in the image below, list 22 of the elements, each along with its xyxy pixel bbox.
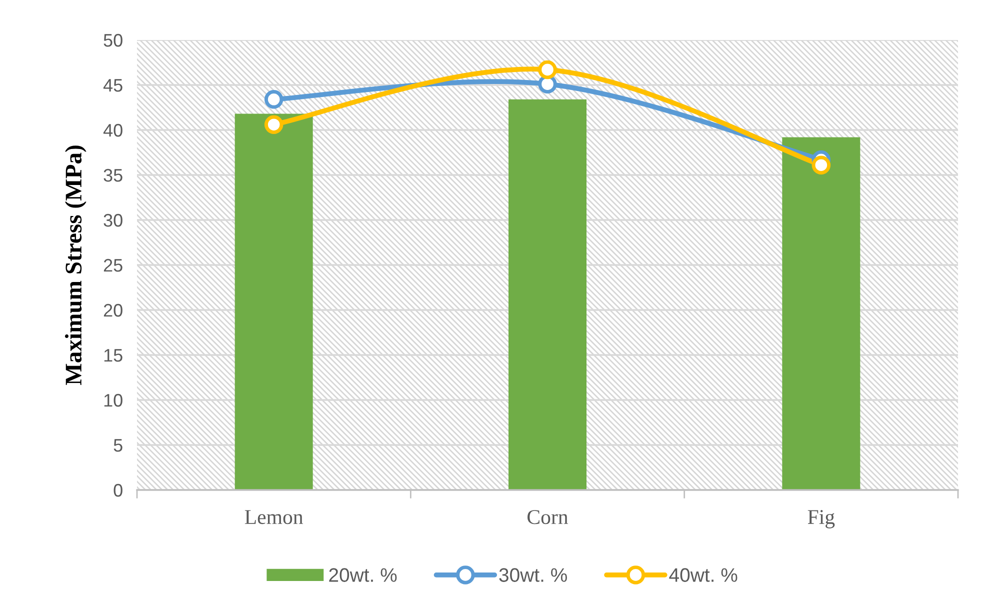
x-tick-label: Lemon [244,510,304,524]
point [812,156,831,174]
point [264,115,284,134]
y-axis-title: Maximum Stress (MPa) [64,146,86,386]
y-tick-label: 45 [103,79,122,92]
point [538,60,557,80]
y-tick-label: 50 [104,34,122,47]
legend-label: 20wt. % [329,568,397,582]
point [264,90,284,109]
y-tick-label: 25 [104,258,122,272]
y-tick-label: 20 [104,304,122,317]
y-tick-label: 30 [104,214,122,227]
y-tick-label: 5 [114,439,122,452]
y-tick-label: 35 [104,168,122,182]
y-tick-label: 0 [114,484,122,497]
x-tick-label: Fig [808,510,835,528]
legend-label: 30wt. % [499,568,567,582]
y-tick-label: 15 [104,349,122,362]
y-tick-label: 10 [104,394,122,407]
x-tick-label: Corn [528,510,568,524]
y-tick-label: 40 [103,124,122,137]
legend-label: 40wt. % [669,568,738,582]
